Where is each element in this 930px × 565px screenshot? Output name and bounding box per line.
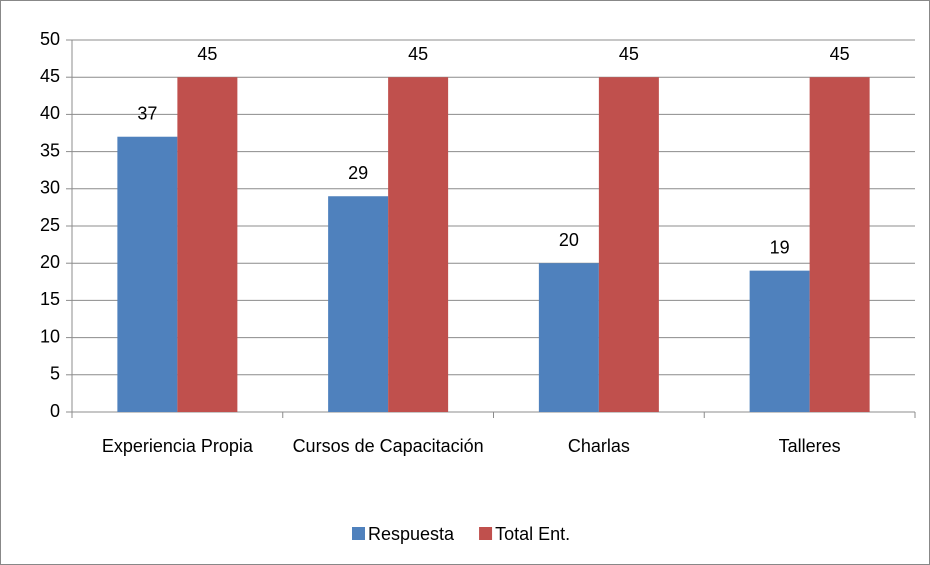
data-label: 19 bbox=[770, 237, 790, 257]
bar bbox=[538, 263, 599, 412]
x-tick-label: Experiencia Propia bbox=[102, 436, 254, 456]
legend-swatch bbox=[352, 527, 365, 540]
legend-label: Respuesta bbox=[368, 524, 455, 544]
y-tick-label: 50 bbox=[40, 29, 60, 49]
y-tick-label: 15 bbox=[40, 289, 60, 309]
data-label: 37 bbox=[137, 103, 157, 123]
data-label: 45 bbox=[408, 44, 428, 64]
bar bbox=[328, 196, 389, 412]
bar bbox=[598, 77, 659, 412]
y-tick-label: 45 bbox=[40, 66, 60, 86]
bar bbox=[749, 270, 810, 412]
bar bbox=[388, 77, 449, 412]
y-tick-label: 5 bbox=[50, 364, 60, 384]
bar bbox=[117, 136, 178, 412]
data-label: 45 bbox=[197, 44, 217, 64]
y-tick-label: 30 bbox=[40, 178, 60, 198]
y-tick-label: 40 bbox=[40, 103, 60, 123]
bar bbox=[809, 77, 870, 412]
legend-swatch bbox=[479, 527, 493, 540]
y-tick-label: 20 bbox=[40, 252, 60, 272]
x-tick-label: Talleres bbox=[779, 436, 841, 456]
bar bbox=[177, 77, 238, 412]
y-tick-label: 0 bbox=[50, 401, 60, 421]
data-label: 20 bbox=[559, 230, 579, 250]
y-tick-label: 10 bbox=[40, 326, 60, 346]
legend-label: Total Ent. bbox=[495, 524, 570, 544]
data-label: 45 bbox=[830, 44, 850, 64]
x-tick-label: Cursos de Capacitación bbox=[293, 436, 484, 456]
x-tick-label: Charlas bbox=[568, 436, 630, 456]
y-tick-label: 35 bbox=[40, 140, 60, 160]
data-label: 29 bbox=[348, 163, 368, 183]
data-label: 45 bbox=[619, 44, 639, 64]
y-tick-label: 25 bbox=[40, 215, 60, 235]
